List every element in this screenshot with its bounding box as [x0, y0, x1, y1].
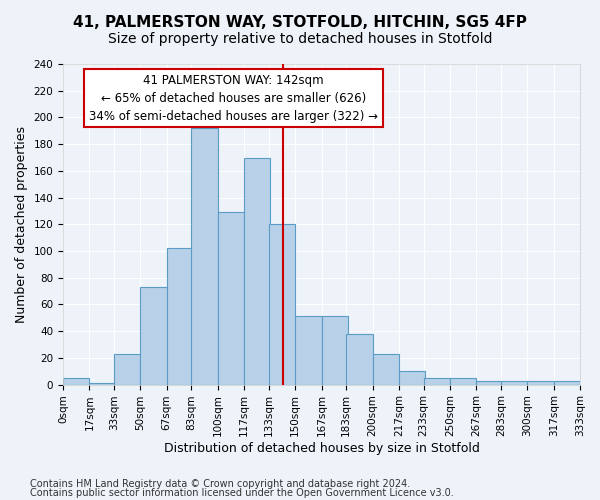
Bar: [63, 378, 89, 384]
Bar: [373, 354, 399, 384]
Bar: [476, 380, 503, 384]
Bar: [244, 158, 271, 384]
Y-axis label: Number of detached properties: Number of detached properties: [15, 126, 28, 323]
Bar: [295, 316, 322, 384]
Bar: [346, 334, 373, 384]
Bar: [269, 224, 295, 384]
Bar: [140, 287, 167, 384]
Bar: [218, 212, 244, 384]
Bar: [399, 371, 425, 384]
Text: Size of property relative to detached houses in Stotfold: Size of property relative to detached ho…: [108, 32, 492, 46]
Text: 41, PALMERSTON WAY, STOTFOLD, HITCHIN, SG5 4FP: 41, PALMERSTON WAY, STOTFOLD, HITCHIN, S…: [73, 15, 527, 30]
Text: 41 PALMERSTON WAY: 142sqm
← 65% of detached houses are smaller (626)
34% of semi: 41 PALMERSTON WAY: 142sqm ← 65% of detac…: [89, 74, 378, 122]
Bar: [450, 378, 476, 384]
Bar: [424, 378, 450, 384]
Bar: [167, 248, 193, 384]
Bar: [554, 380, 580, 384]
Bar: [114, 354, 140, 384]
X-axis label: Distribution of detached houses by size in Stotfold: Distribution of detached houses by size …: [164, 442, 479, 455]
Bar: [191, 128, 218, 384]
Text: Contains HM Land Registry data © Crown copyright and database right 2024.: Contains HM Land Registry data © Crown c…: [30, 479, 410, 489]
Text: Contains public sector information licensed under the Open Government Licence v3: Contains public sector information licen…: [30, 488, 454, 498]
Bar: [527, 380, 554, 384]
Bar: [501, 380, 527, 384]
Bar: [322, 316, 348, 384]
